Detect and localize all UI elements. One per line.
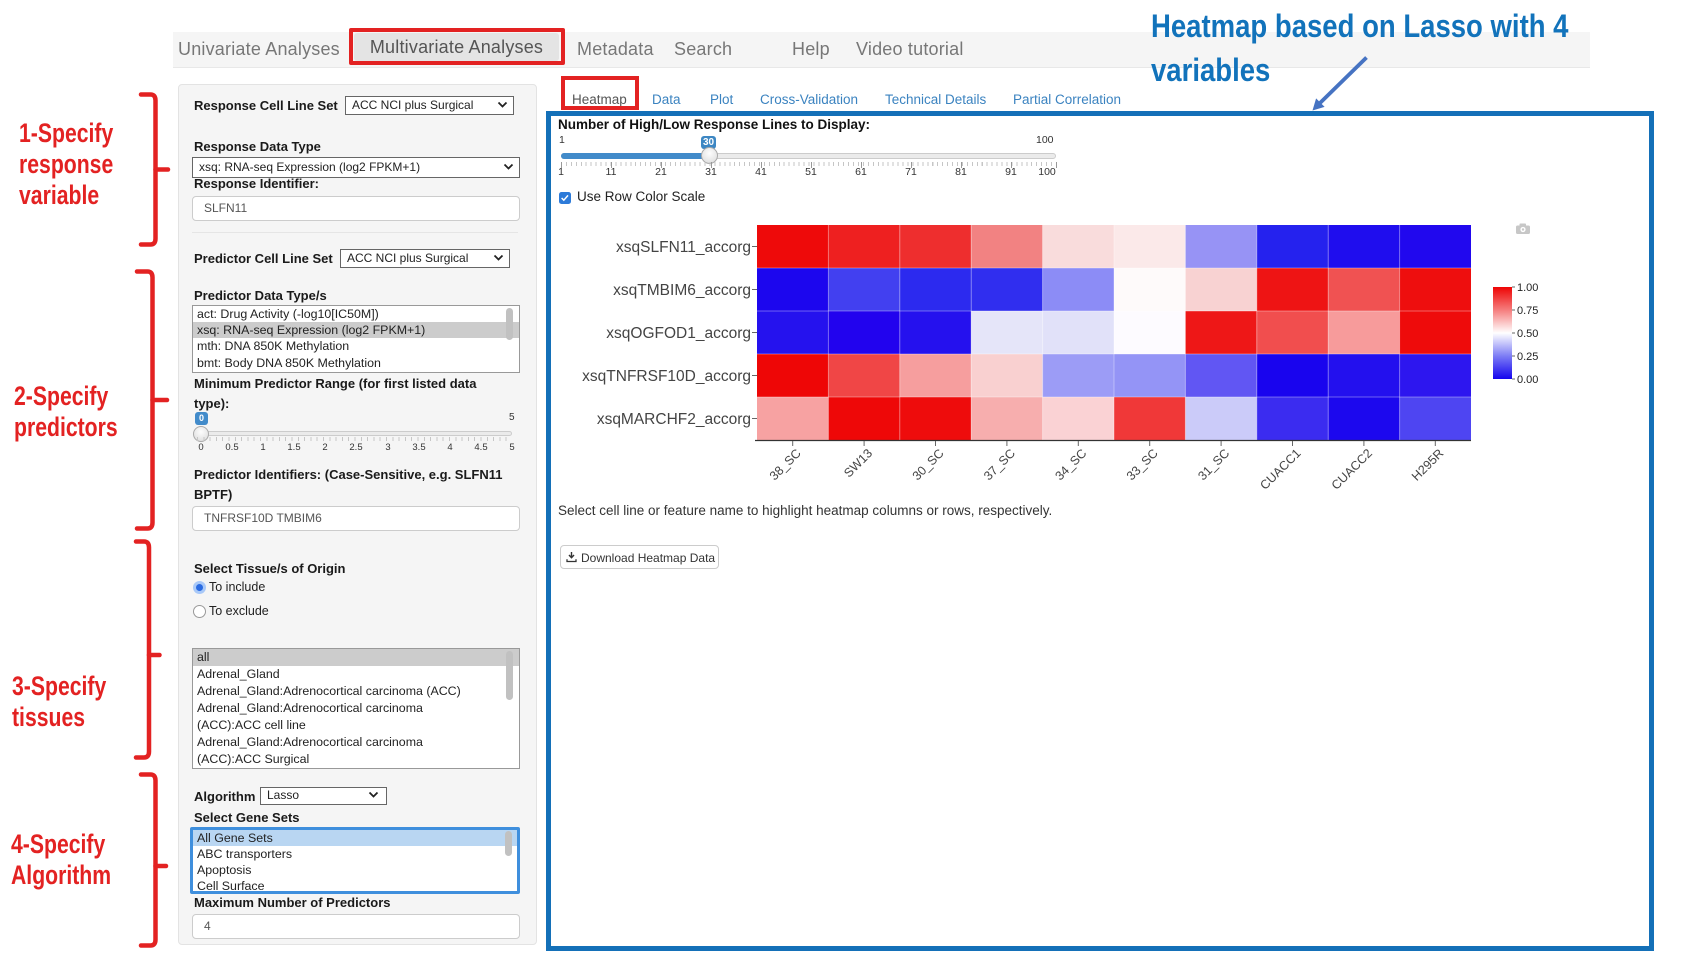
svg-text:0.50: 0.50 — [1517, 328, 1538, 340]
svg-text:31_SC: 31_SC — [1195, 446, 1232, 483]
svg-text:34_SC: 34_SC — [1052, 446, 1089, 483]
svg-text:CUACC1: CUACC1 — [1257, 446, 1303, 492]
svg-text:0.25: 0.25 — [1517, 351, 1538, 363]
svg-text:xsqMARCHF2_accorg: xsqMARCHF2_accorg — [597, 411, 751, 428]
svg-text:SW13: SW13 — [841, 446, 875, 480]
svg-text:xsqTNFRSF10D_accorg: xsqTNFRSF10D_accorg — [582, 368, 751, 385]
svg-text:xsqTMBIM6_accorg: xsqTMBIM6_accorg — [613, 282, 751, 299]
svg-text:38_SC: 38_SC — [767, 446, 804, 483]
svg-text:1.00: 1.00 — [1517, 282, 1538, 294]
svg-text:30_SC: 30_SC — [910, 446, 947, 483]
svg-text:0.00: 0.00 — [1517, 374, 1538, 386]
svg-text:H295R: H295R — [1409, 446, 1446, 483]
svg-text:0.75: 0.75 — [1517, 305, 1538, 317]
svg-text:xsqOGFOD1_accorg: xsqOGFOD1_accorg — [606, 325, 751, 342]
svg-text:37_SC: 37_SC — [981, 446, 1018, 483]
svg-text:33_SC: 33_SC — [1124, 446, 1161, 483]
svg-text:CUACC2: CUACC2 — [1329, 446, 1375, 492]
svg-text:xsqSLFN11_accorg: xsqSLFN11_accorg — [616, 239, 751, 256]
